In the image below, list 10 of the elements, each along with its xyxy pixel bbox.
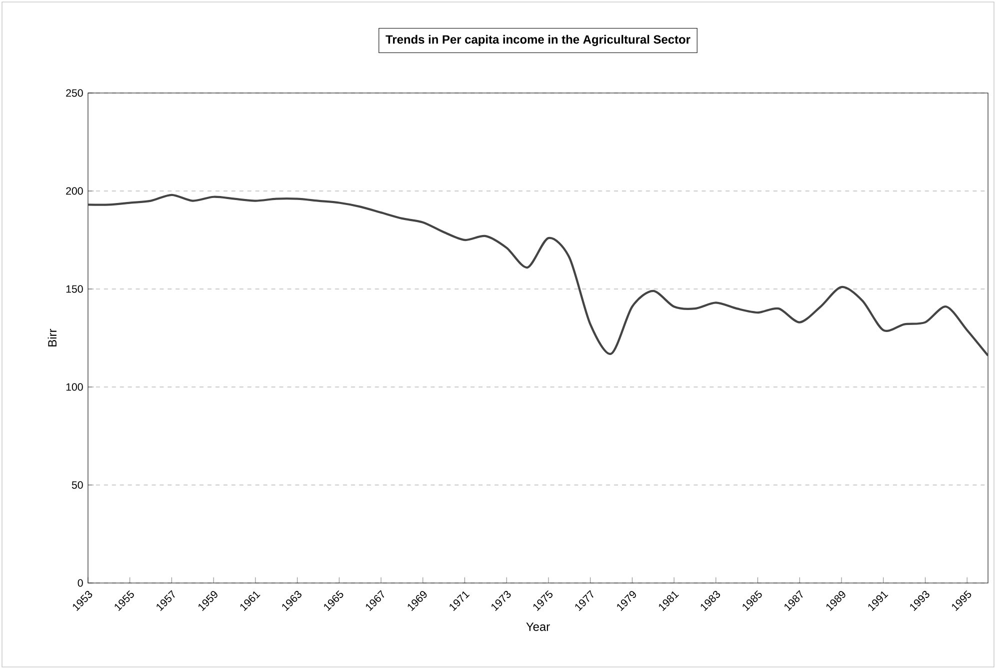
y-tick-label: 100 [66,383,83,391]
y-tick-label: 250 [66,89,83,97]
y-tick-label: 0 [78,579,83,587]
y-tick-label: 150 [66,285,83,293]
chart-title: Trends in Per capita income in the Agricultural Sector [386,34,690,46]
x-axis-title: Year [526,622,550,631]
y-tick-label: 50 [72,481,83,489]
line-series [88,194,988,357]
y-axis-title: Birr [48,328,56,346]
y-tick-label: 200 [66,187,83,195]
